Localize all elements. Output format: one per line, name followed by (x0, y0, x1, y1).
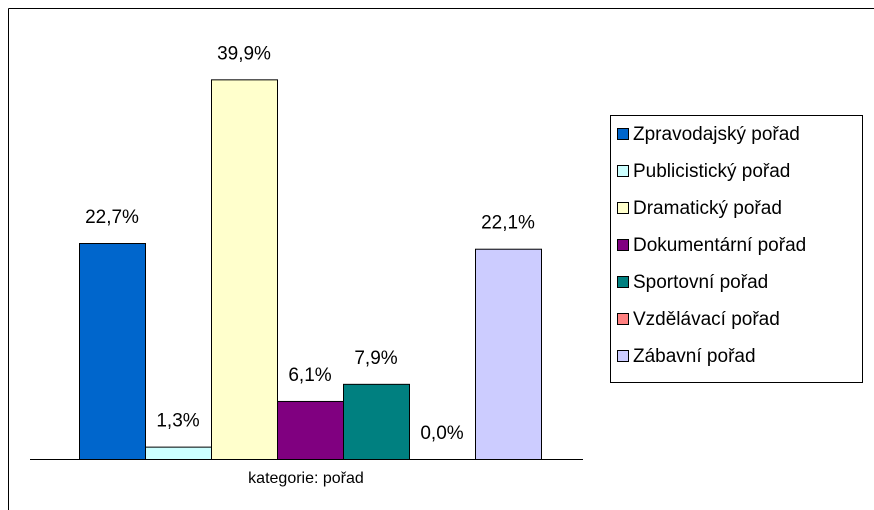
legend-label: Dramatický pořad (633, 198, 782, 219)
legend-swatch (617, 202, 629, 214)
value-label: 6,1% (288, 365, 331, 386)
value-label: 7,9% (354, 348, 397, 369)
bar (79, 243, 146, 460)
legend-swatch (617, 350, 629, 362)
legend-label: Dokumentární pořad (633, 235, 806, 256)
value-label: 39,9% (217, 43, 271, 64)
legend-label: Vzdělávací pořad (633, 309, 780, 330)
legend-box (610, 115, 863, 383)
legend-swatch (617, 276, 629, 288)
bar (145, 446, 212, 460)
value-label: 0,0% (420, 423, 463, 444)
legend-swatch (617, 128, 629, 140)
x-category-label: kategorie: pořad (248, 470, 364, 487)
legend-label: Publicistický pořad (633, 161, 790, 182)
legend-label: Zábavní pořad (633, 346, 756, 367)
legend-swatch (617, 239, 629, 251)
value-label: 22,1% (481, 213, 535, 234)
legend-swatch (617, 165, 629, 177)
bar (343, 383, 410, 461)
value-label: 1,3% (156, 411, 199, 432)
bar (475, 248, 542, 460)
bar (277, 400, 344, 460)
legend-label: Sportovní pořad (633, 272, 768, 293)
legend-label: Zpravodajský pořad (633, 124, 800, 145)
bar (211, 79, 278, 460)
value-label: 22,7% (85, 207, 139, 228)
legend-swatch (617, 313, 629, 325)
